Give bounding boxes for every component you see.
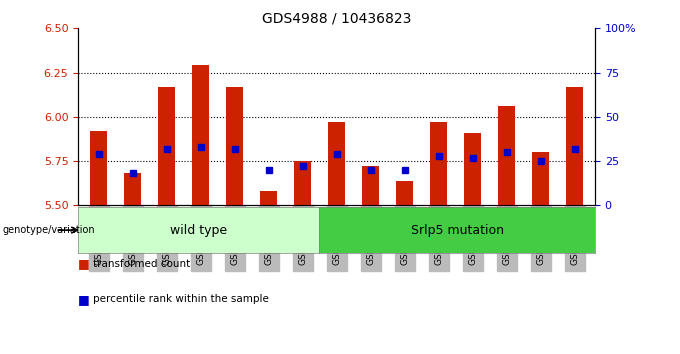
- Text: ■: ■: [78, 293, 94, 306]
- Bar: [260, 191, 277, 205]
- Text: genotype/variation: genotype/variation: [2, 225, 95, 235]
- Text: ■: ■: [78, 257, 94, 270]
- Bar: [362, 166, 379, 205]
- Bar: [396, 181, 413, 205]
- Bar: [192, 65, 209, 205]
- Bar: [158, 87, 175, 205]
- Bar: [294, 161, 311, 205]
- Bar: [328, 122, 345, 205]
- Title: GDS4988 / 10436823: GDS4988 / 10436823: [262, 12, 411, 26]
- Bar: [464, 133, 481, 205]
- Text: wild type: wild type: [170, 224, 227, 236]
- Bar: [566, 87, 583, 205]
- Text: transformed count: transformed count: [93, 259, 190, 269]
- Bar: [226, 87, 243, 205]
- Text: Srlp5 mutation: Srlp5 mutation: [411, 224, 504, 236]
- Text: percentile rank within the sample: percentile rank within the sample: [93, 294, 269, 304]
- Bar: [430, 122, 447, 205]
- Bar: [498, 106, 515, 205]
- Bar: [124, 173, 141, 205]
- Bar: [532, 152, 549, 205]
- Bar: [90, 131, 107, 205]
